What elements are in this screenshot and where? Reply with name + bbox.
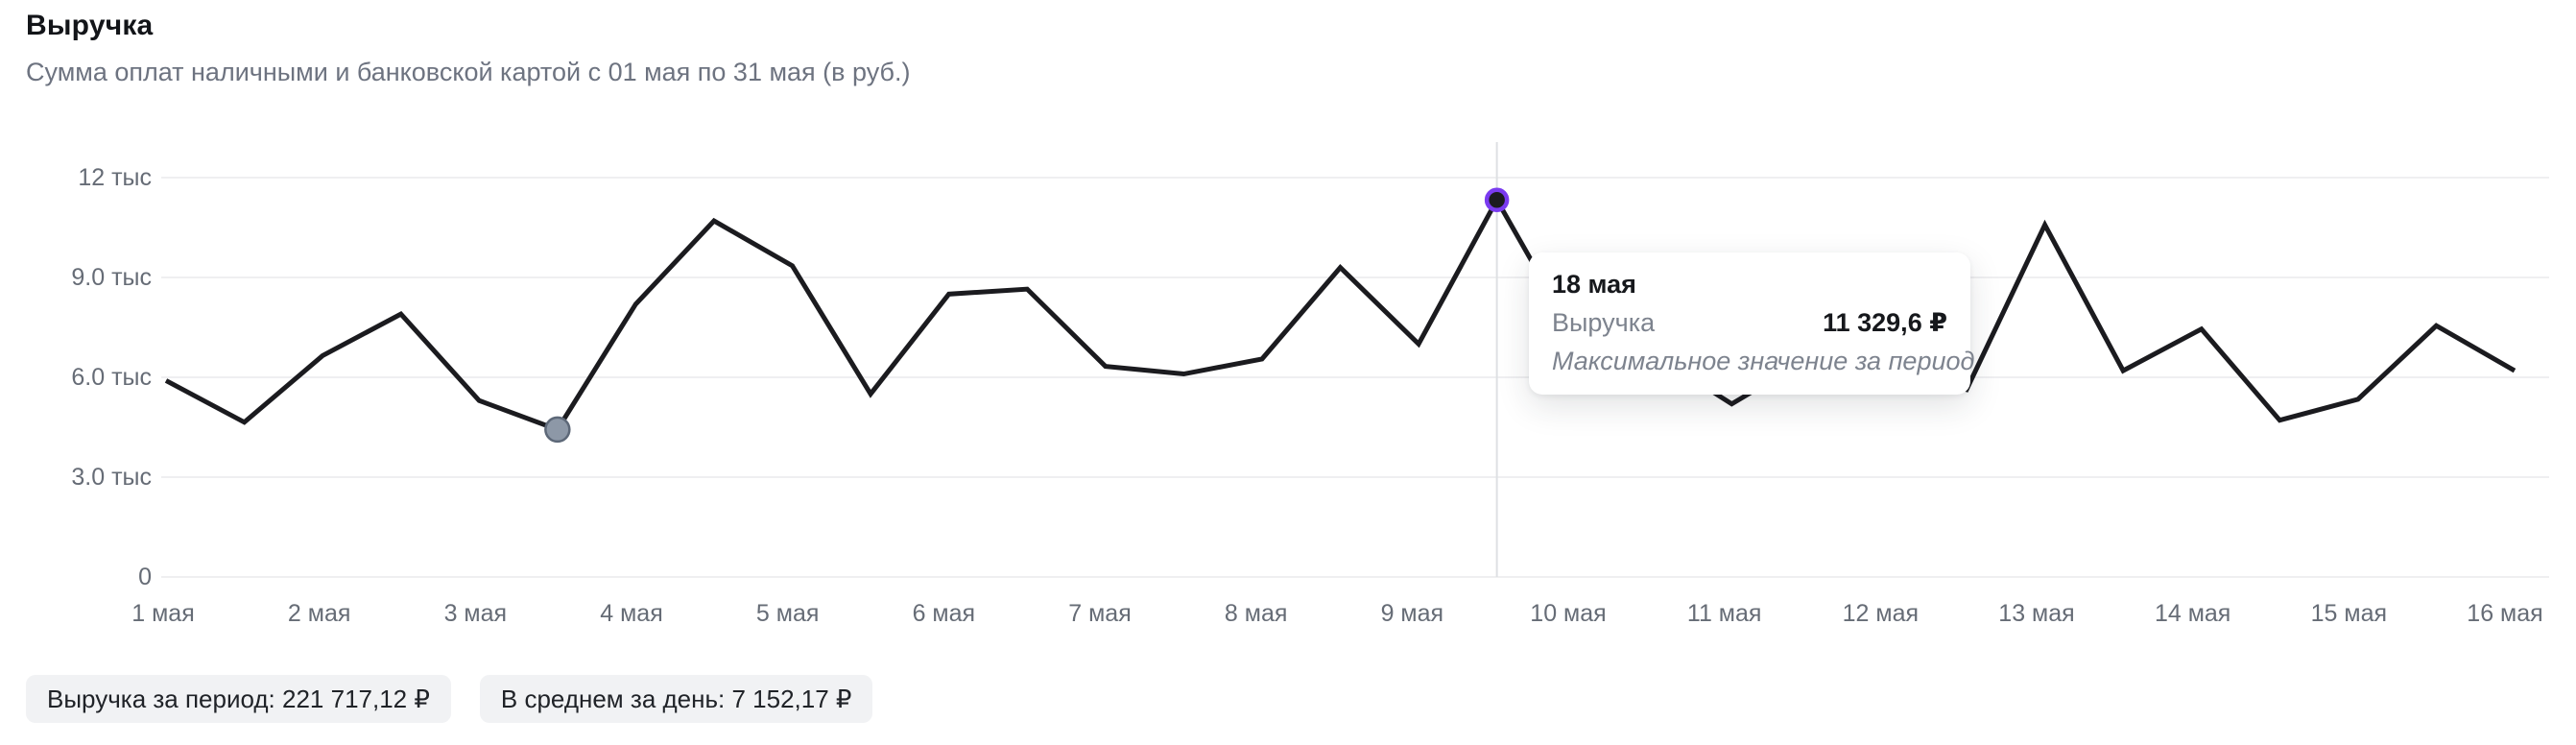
period-total-badge: Выручка за период: 221 717,12 ₽: [26, 675, 451, 723]
x-axis-label: 8 мая: [1224, 600, 1288, 627]
x-axis-label: 6 мая: [912, 600, 976, 627]
page-title: Выручка: [26, 10, 154, 41]
tooltip-series-label: Выручка: [1552, 308, 1656, 337]
x-axis-label: 14 мая: [2154, 600, 2231, 627]
summary-badges: Выручка за период: 221 717,12 ₽ В средне…: [26, 675, 873, 723]
x-axis-label: 5 мая: [755, 600, 820, 627]
x-axis-label: 7 мая: [1068, 600, 1132, 627]
chart-tooltip: 18 мая Выручка 11 329,6 ₽ Максимальное з…: [1529, 252, 1975, 395]
x-axis-label: 1 мая: [131, 600, 195, 627]
y-axis-label: 3.0 тыс: [71, 464, 152, 491]
revenue-line[interactable]: [164, 195, 2516, 433]
daily-average-badge: В среднем за день: 7 152,17 ₽: [479, 675, 873, 723]
y-axis-label: 12 тыс: [78, 164, 152, 191]
x-axis-label: 13 мая: [1998, 600, 2075, 627]
x-axis-label: 4 мая: [600, 600, 663, 627]
x-axis-label: 12 мая: [1842, 600, 1920, 627]
max-point-marker[interactable]: [1484, 187, 1510, 212]
min-point-marker[interactable]: [544, 416, 571, 444]
tooltip-date: 18 мая: [1552, 270, 1636, 299]
x-axis-label: 10 мая: [1530, 600, 1607, 627]
page-subtitle: Сумма оплат наличными и банковской карто…: [26, 58, 911, 86]
x-axis-label: 16 мая: [2467, 600, 2543, 627]
x-axis-label: 3 мая: [443, 600, 508, 627]
x-axis-label: 15 мая: [2310, 600, 2388, 627]
y-axis-label: 6.0 тыс: [71, 364, 152, 391]
x-axis-label: 11 мая: [1686, 600, 1762, 627]
y-axis-label: 9.0 тыс: [71, 264, 152, 291]
y-axis-label: 0: [138, 564, 152, 590]
x-axis-label: 9 мая: [1380, 600, 1444, 627]
x-axis-label: 2 мая: [287, 600, 351, 627]
tooltip-note: Максимальное значение за период: [1552, 347, 1975, 375]
tooltip-value: 11 329,6 ₽: [1823, 308, 1947, 337]
